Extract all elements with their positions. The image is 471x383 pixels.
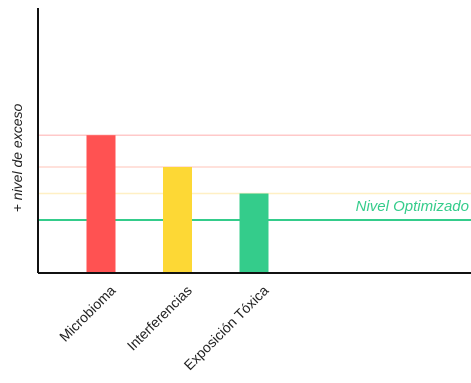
bars: [86, 135, 269, 273]
x-tick-label: Microbioma: [56, 282, 119, 345]
x-tick-label: Exposición Tóxica: [181, 282, 272, 373]
bar-interferencias: [163, 167, 192, 273]
bar-microbioma: [86, 135, 116, 273]
y-axis-title: + nivel de exceso: [9, 104, 25, 213]
reference-line-label: Nivel Optimizado: [356, 198, 469, 215]
bar-exposici-n-t-xica: [239, 193, 269, 273]
x-tick-label: Interferencias: [124, 282, 195, 353]
